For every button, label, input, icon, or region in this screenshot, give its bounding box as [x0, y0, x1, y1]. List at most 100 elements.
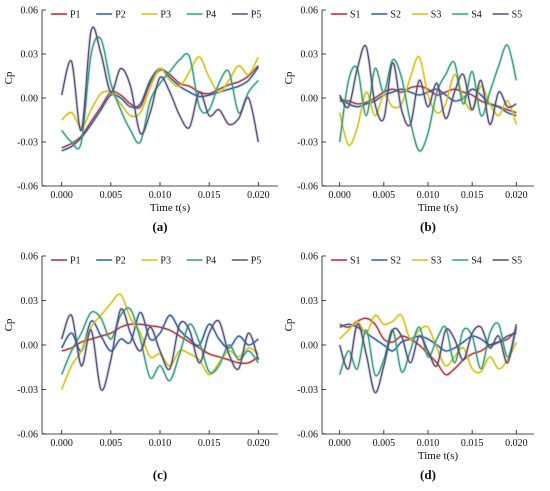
legend-label-s4: S4	[471, 256, 482, 267]
x-tick-label: 0.000	[50, 438, 73, 449]
legend-label-s2: S2	[390, 10, 401, 21]
y-tick-label: 0.06	[21, 252, 39, 263]
x-tick-label: 0.010	[149, 190, 172, 201]
x-tick-label: 0.010	[417, 190, 440, 201]
legend-b: S1 S2 S3 S4 S5	[331, 10, 522, 21]
legend-label-s5: S5	[512, 10, 523, 21]
series-line-s3	[339, 314, 517, 374]
x-tick-label: 0.015	[461, 190, 484, 201]
y-tick-label: 0.06	[21, 6, 39, 17]
y-tick-label: 0.03	[301, 50, 319, 61]
y-tick-label: -0.03	[17, 138, 38, 149]
series-line-s3	[339, 56, 517, 146]
legend-d: S1 S2 S3 S4 S5	[331, 256, 522, 267]
y-tick-label: 0.03	[21, 50, 39, 61]
legend-label-s2: S2	[390, 256, 401, 267]
series-line-p4	[61, 36, 259, 150]
x-tick-label: 0.000	[328, 190, 351, 201]
x-tick-label: 0.005	[373, 190, 396, 201]
y-tick-label: 0.06	[301, 252, 319, 263]
x-tick-label: 0.015	[198, 438, 221, 449]
series-line-s4	[339, 44, 517, 152]
legend-label-s4: S4	[471, 10, 482, 21]
legend-label-p1: P1	[70, 256, 81, 267]
chart-panel-c: P1 P2 P3 P4 P5 0.060.030.00-0.03-0.060.000 0.…	[3, 252, 278, 482]
y-axis-label-a: Cp	[3, 71, 15, 84]
x-tick-label: 0.010	[149, 438, 172, 449]
series-lines-a	[60, 25, 260, 153]
legend-label-p1: P1	[70, 10, 81, 21]
series-line-p3	[61, 56, 259, 128]
legend-a: P1 P2 P3 P4 P5	[51, 10, 261, 21]
axis-ticks-b: 0.06 0.03 0.00 -0.03 -0.06 0.000 0.005 0.010 0.0…	[297, 6, 527, 202]
legend-label-p5: P5	[251, 256, 262, 267]
legend-label-p4: P4	[206, 10, 217, 21]
axis-ticks-c: 0.06 0.03 0.00 -0.03 -0.06 0.000 0.005 0.010 0.0…	[17, 252, 269, 450]
axis-ticks-a: 0.06 0.03 0.00 -0.03 -0.06 0.000 0.005 0.010 0.0…	[17, 6, 269, 202]
series-line-s5	[339, 44, 517, 127]
y-tick-label: -0.06	[297, 182, 318, 193]
x-tick-label: 0.000	[328, 438, 351, 449]
legend-label-p4: P4	[206, 256, 217, 267]
series-line-p1	[61, 323, 259, 365]
series-lines-d	[338, 313, 518, 395]
series-lines-b	[338, 43, 518, 153]
y-tick-label: 0.00	[21, 94, 39, 105]
y-tick-label: 0.03	[21, 296, 39, 307]
y-tick-label: -0.06	[297, 430, 318, 441]
x-axis-label-d: Time t(s)	[418, 450, 459, 462]
chart-panel-b: S1 S2 S3 S4 S5 0.060.030.00-0.03-0.060.000 0.…	[283, 6, 534, 234]
x-tick-label: 0.005	[100, 190, 123, 201]
legend-label-p5: P5	[251, 10, 262, 21]
legend-label-s3: S3	[431, 10, 442, 21]
legend-label-p3: P3	[160, 256, 171, 267]
y-tick-label: 0.03	[301, 296, 319, 307]
x-tick-label: 0.010	[417, 438, 440, 449]
y-tick-label: -0.03	[17, 385, 38, 396]
y-tick-label: -0.06	[17, 182, 38, 193]
x-tick-label: 0.020	[505, 438, 528, 449]
y-axis-label-d: Cp	[283, 318, 295, 331]
axis-ticks-d: 0.06 0.03 0.00 -0.03 -0.06 0.000 0.005 0.010 0.0…	[297, 252, 527, 450]
series-line-p5	[61, 26, 259, 143]
y-tick-label: 0.00	[301, 94, 319, 105]
x-tick-label: 0.005	[100, 438, 123, 449]
series-band-s5	[338, 43, 518, 128]
series-line-p3	[61, 293, 259, 390]
panel-label-a: (a)	[152, 219, 167, 234]
legend-label-p2: P2	[115, 10, 126, 21]
legend-label-s5: S5	[512, 256, 523, 267]
x-axis-label-b: Time t(s)	[418, 202, 459, 214]
x-tick-label: 0.015	[198, 190, 221, 201]
series-lines-c	[60, 292, 260, 392]
y-axis-label-b: Cp	[283, 71, 295, 84]
x-tick-label: 0.020	[505, 190, 528, 201]
chart-panel-a: P1 P2 P3 P4 P5 0.060.030.00-0.03-0.060.000 0.…	[3, 6, 278, 234]
y-tick-label: 0.06	[301, 6, 319, 17]
legend-label-p2: P2	[115, 256, 126, 267]
legend-label-s1: S1	[350, 256, 361, 267]
legend-c: P1 P2 P3 P4 P5	[51, 256, 261, 267]
panel-label-c: (c)	[153, 467, 167, 482]
legend-label-p3: P3	[160, 10, 171, 21]
panel-label-b: (b)	[420, 219, 436, 234]
x-tick-label: 0.020	[247, 438, 270, 449]
x-axis-label-a: Time t(s)	[150, 202, 191, 214]
x-tick-label: 0.005	[373, 438, 396, 449]
chart-panel-d: S1 S2 S3 S4 S5 0.060.030.00-0.03-0.060.000 0.…	[283, 252, 534, 482]
y-axis-label-c: Cp	[3, 318, 15, 331]
y-tick-label: 0.00	[21, 341, 39, 352]
x-tick-label: 0.000	[50, 190, 73, 201]
y-tick-label: -0.06	[17, 430, 38, 441]
series-line-s5	[339, 323, 517, 394]
legend-label-s3: S3	[431, 256, 442, 267]
series-band-p3	[60, 55, 260, 129]
x-tick-label: 0.020	[247, 190, 270, 201]
y-tick-label: -0.03	[297, 385, 318, 396]
series-band-p3	[60, 292, 260, 391]
y-tick-label: 0.00	[301, 341, 319, 352]
series-line-p4	[61, 307, 259, 382]
series-line-p5	[61, 308, 259, 391]
legend-label-s1: S1	[350, 10, 361, 21]
